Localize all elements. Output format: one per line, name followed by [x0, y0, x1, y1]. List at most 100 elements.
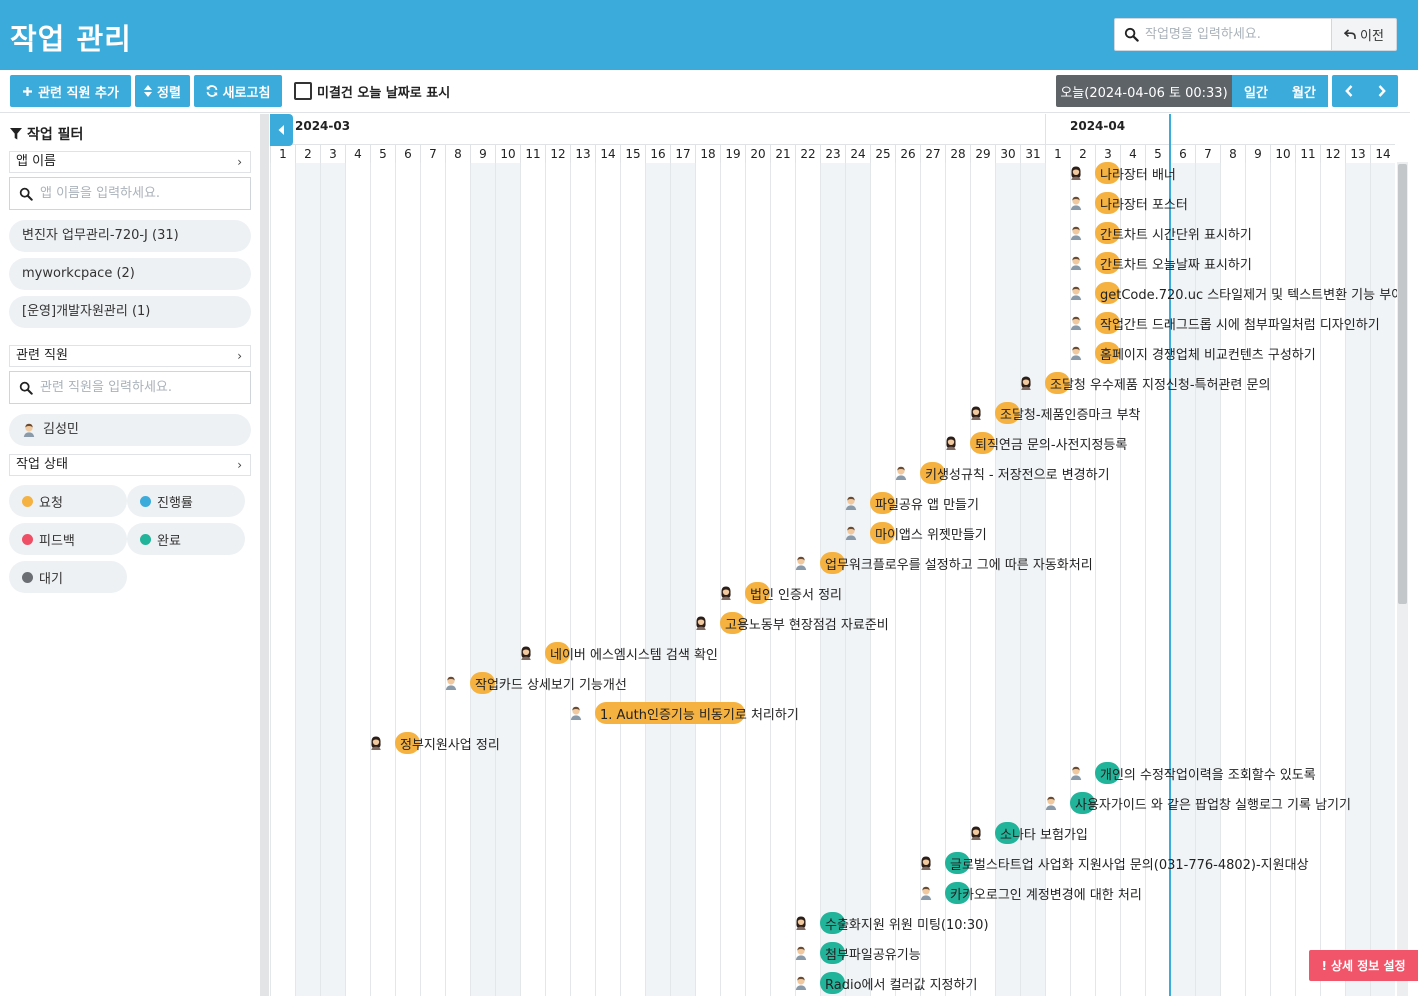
task-bar[interactable]: [395, 732, 420, 754]
gantt-task[interactable]: 마이앱스 위젯만들기: [845, 522, 987, 544]
daily-view-button[interactable]: 일간: [1232, 75, 1280, 107]
status-filter-item[interactable]: 완료: [127, 523, 245, 555]
task-bar[interactable]: [1095, 252, 1120, 274]
gantt-task[interactable]: 간트차트 시간단위 표시하기: [1070, 222, 1252, 244]
gantt-task[interactable]: 작업간트 드래그드롭 시에 첨부파일처럼 디자인하기: [1070, 312, 1380, 334]
staff-filter-item[interactable]: 김성민: [9, 414, 251, 446]
avatar: [1071, 166, 1081, 180]
task-title: 고용노동부 현장점검 자료준비: [725, 617, 889, 633]
gantt-task[interactable]: 조달청-제품인증마크 부착: [970, 402, 1140, 424]
gantt-task[interactable]: 파일공유 앱 만들기: [845, 492, 979, 514]
task-bar[interactable]: [820, 912, 845, 934]
task-bar[interactable]: [870, 522, 895, 544]
day-column: [1095, 163, 1120, 996]
status-filter-item[interactable]: 요청: [9, 485, 127, 517]
task-bar[interactable]: [970, 432, 995, 454]
prev-period-button[interactable]: [1332, 75, 1366, 107]
today-button[interactable]: 오늘(2024-04-06 토 00:33): [1056, 75, 1232, 107]
task-bar[interactable]: [1095, 312, 1120, 334]
task-bar[interactable]: [820, 972, 845, 994]
gantt-task[interactable]: 법인 인증서 정리: [720, 582, 842, 604]
gantt-task[interactable]: 키생성규칙 - 저장전으로 변경하기: [895, 462, 1110, 484]
gantt-task[interactable]: 글로벌스타트업 사업화 지원사업 문의(031-776-4802)-지원대상: [920, 852, 1309, 874]
gantt-task[interactable]: 정부지원사업 정리: [370, 732, 500, 754]
gantt-task[interactable]: getCode.720.uc 스타일제거 및 텍스트변환 기능 부여: [1070, 282, 1403, 304]
status-filter-header[interactable]: 작업 상태 ›: [9, 454, 251, 476]
staff-filter-header[interactable]: 관련 직원 ›: [9, 345, 251, 367]
app-search-box[interactable]: [9, 177, 251, 210]
back-button[interactable]: 이전: [1332, 18, 1397, 51]
gantt-task[interactable]: 네이버 에스엠시스템 검색 확인: [520, 642, 718, 664]
overdue-checkbox[interactable]: [294, 82, 312, 100]
task-bar[interactable]: [470, 672, 495, 694]
gantt-task[interactable]: 1. Auth인증기능 비동기로 처리하기: [570, 702, 799, 724]
task-bar[interactable]: [945, 882, 970, 904]
sidebar-scrollbar[interactable]: [260, 114, 269, 996]
gantt-task[interactable]: 조달청 우수제품 지정신청-특허관련 문의: [1020, 372, 1270, 394]
refresh-button[interactable]: 새로고침: [194, 75, 282, 107]
next-period-button[interactable]: [1366, 75, 1398, 107]
task-search-input[interactable]: [1145, 20, 1329, 49]
gantt-scrollbar-thumb[interactable]: [1398, 164, 1407, 604]
app-header: 작업 관리 이전: [0, 0, 1418, 70]
status-filter-item[interactable]: 대기: [9, 561, 127, 593]
gantt-task[interactable]: 나라장터 포스터: [1070, 192, 1188, 214]
task-bar[interactable]: [820, 942, 845, 964]
status-filter-item[interactable]: 피드백: [9, 523, 127, 555]
gantt-task[interactable]: 작업카드 상세보기 기능개선: [445, 672, 627, 694]
task-bar[interactable]: [595, 702, 745, 724]
gantt-task[interactable]: 고용노동부 현장점검 자료준비: [695, 612, 889, 634]
task-bar[interactable]: [995, 402, 1020, 424]
task-title: 퇴직연금 문의-사전지정등록: [975, 437, 1128, 453]
task-bar[interactable]: [1070, 792, 1095, 814]
task-bar[interactable]: [745, 582, 770, 604]
app-filter-item[interactable]: myworkcpace (2): [9, 258, 251, 290]
gantt-task[interactable]: 소나타 보험가입: [970, 822, 1088, 844]
day-column: [995, 163, 1020, 996]
app-filter-item[interactable]: [운영]개발자원관리 (1): [9, 296, 251, 328]
sort-button[interactable]: 정렬: [135, 75, 190, 107]
app-filter-item[interactable]: 변진자 업무관리-720-J (31): [9, 220, 251, 252]
gantt-task[interactable]: 홈페이지 경쟁업체 비교컨텐츠 구성하기: [1070, 342, 1316, 364]
day-header-cell: 4: [1120, 144, 1145, 163]
task-bar[interactable]: [920, 462, 945, 484]
app-filter-header[interactable]: 앱 이름 ›: [9, 151, 251, 173]
status-filter-item[interactable]: 진행률: [127, 485, 245, 517]
task-search-box[interactable]: [1114, 18, 1332, 51]
task-bar[interactable]: [720, 612, 745, 634]
gantt-task[interactable]: 수출화지원 위원 미팅(10:30): [795, 912, 989, 934]
task-bar[interactable]: [995, 822, 1020, 844]
task-bar[interactable]: [945, 852, 970, 874]
task-bar[interactable]: [1095, 342, 1120, 364]
task-bar[interactable]: [545, 642, 570, 664]
task-bar[interactable]: [820, 552, 845, 574]
monthly-view-button[interactable]: 월간: [1280, 75, 1328, 107]
filter-sidebar: 작업 필터 앱 이름 › 변진자 업무관리-720-J (31) myworkc…: [0, 114, 260, 996]
gantt-task[interactable]: 간트차트 오늘날짜 표시하기: [1070, 252, 1252, 274]
task-bar[interactable]: [1095, 162, 1120, 184]
app-search-input[interactable]: [40, 179, 245, 208]
gantt-task[interactable]: 카카오로그인 계정변경에 대한 처리: [920, 882, 1142, 904]
avatar: [795, 556, 807, 570]
day-header-cell: 26: [895, 144, 920, 163]
sidebar-collapse-button[interactable]: [270, 114, 293, 146]
day-header-cell: 13: [1345, 144, 1370, 163]
task-bar[interactable]: [1095, 282, 1120, 304]
staff-search-input[interactable]: [40, 373, 245, 402]
task-bar[interactable]: [1095, 222, 1120, 244]
task-bar[interactable]: [1095, 762, 1120, 784]
gantt-task[interactable]: 개인의 수정작업이력을 조회할수 있도록: [1070, 762, 1316, 784]
gantt-task[interactable]: 사용자가이드 와 같은 팝업창 실행로그 기록 남기기: [1045, 792, 1351, 814]
gantt-task[interactable]: 첨부파일공유기능: [795, 942, 921, 964]
gantt-task[interactable]: 퇴직연금 문의-사전지정등록: [945, 432, 1127, 454]
detail-settings-button[interactable]: ! 상세 정보 설정: [1309, 950, 1418, 981]
task-bar[interactable]: [870, 492, 895, 514]
gantt-task[interactable]: 업무워크플로우를 설정하고 그에 따른 자동화처리: [795, 552, 1093, 574]
gantt-task[interactable]: Radio에서 컬러값 지정하기: [795, 972, 977, 994]
gantt-task[interactable]: 나라장터 배너: [1070, 162, 1176, 184]
task-bar[interactable]: [1045, 372, 1070, 394]
task-bar[interactable]: [1095, 192, 1120, 214]
staff-search-box[interactable]: [9, 371, 251, 404]
add-staff-button[interactable]: 관련 직원 추가: [10, 75, 131, 107]
task-title: 개인의 수정작업이력을 조회할수 있도록: [1100, 767, 1316, 783]
